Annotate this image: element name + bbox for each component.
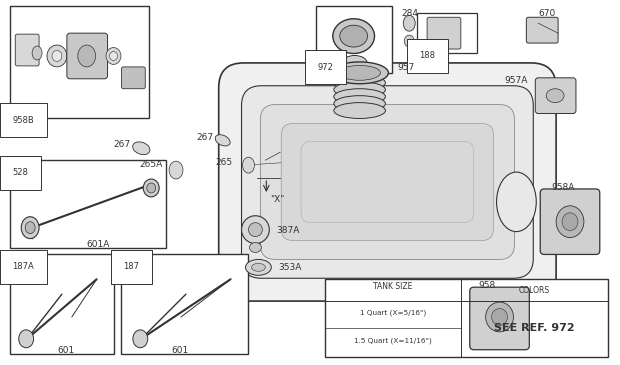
Ellipse shape <box>497 172 536 232</box>
Text: 958A: 958A <box>551 183 575 192</box>
FancyBboxPatch shape <box>535 78 576 114</box>
Ellipse shape <box>342 55 367 70</box>
FancyBboxPatch shape <box>219 63 556 301</box>
Text: 187: 187 <box>123 262 140 272</box>
Ellipse shape <box>106 47 121 64</box>
Bar <box>11 6 149 119</box>
Text: 528: 528 <box>12 168 28 177</box>
Text: 353A: 353A <box>278 264 301 272</box>
FancyBboxPatch shape <box>242 86 533 278</box>
Ellipse shape <box>21 217 39 239</box>
Text: 265A: 265A <box>140 160 162 169</box>
Text: 601A: 601A <box>87 239 110 249</box>
Ellipse shape <box>52 50 62 61</box>
FancyBboxPatch shape <box>260 105 515 260</box>
Ellipse shape <box>19 330 33 348</box>
Bar <box>11 254 113 354</box>
Text: 958: 958 <box>479 281 496 290</box>
Ellipse shape <box>32 46 42 60</box>
Text: 1 Quart (X=5/16"): 1 Quart (X=5/16") <box>360 310 426 316</box>
Bar <box>316 6 392 73</box>
Text: SEE REF. 972: SEE REF. 972 <box>494 323 575 333</box>
FancyBboxPatch shape <box>16 34 39 66</box>
Ellipse shape <box>133 142 150 155</box>
Ellipse shape <box>562 213 578 231</box>
Text: 284: 284 <box>401 9 418 18</box>
Ellipse shape <box>249 242 262 253</box>
Text: 267: 267 <box>196 133 213 142</box>
Text: 387A: 387A <box>277 226 299 235</box>
Ellipse shape <box>252 264 265 271</box>
FancyBboxPatch shape <box>67 33 107 79</box>
Ellipse shape <box>169 161 183 179</box>
Ellipse shape <box>242 216 269 243</box>
Text: TANK SIZE: TANK SIZE <box>373 282 412 291</box>
Ellipse shape <box>246 260 272 275</box>
Text: 265: 265 <box>216 158 233 167</box>
Text: 957A: 957A <box>505 76 528 85</box>
FancyBboxPatch shape <box>540 189 600 254</box>
Text: 957: 957 <box>397 63 415 72</box>
FancyBboxPatch shape <box>427 17 461 49</box>
Ellipse shape <box>331 62 388 84</box>
Ellipse shape <box>334 96 386 112</box>
Text: 187A: 187A <box>12 262 34 272</box>
Ellipse shape <box>334 103 386 119</box>
Ellipse shape <box>556 206 584 238</box>
Ellipse shape <box>546 89 564 103</box>
Bar <box>11 160 166 247</box>
Ellipse shape <box>143 179 159 197</box>
Text: 972: 972 <box>318 63 334 72</box>
Ellipse shape <box>403 15 415 31</box>
Ellipse shape <box>147 183 156 193</box>
FancyBboxPatch shape <box>526 17 558 43</box>
FancyBboxPatch shape <box>122 67 145 89</box>
Text: 188: 188 <box>419 51 435 60</box>
Ellipse shape <box>47 45 67 67</box>
Ellipse shape <box>25 222 35 234</box>
Ellipse shape <box>249 223 262 237</box>
Ellipse shape <box>133 330 148 348</box>
Ellipse shape <box>334 89 386 105</box>
Ellipse shape <box>485 302 513 332</box>
FancyBboxPatch shape <box>470 287 529 350</box>
Bar <box>417 13 477 53</box>
Ellipse shape <box>110 51 117 61</box>
Text: 267: 267 <box>113 140 131 149</box>
Ellipse shape <box>215 135 230 146</box>
Text: 958B: 958B <box>12 115 34 124</box>
Ellipse shape <box>334 82 386 98</box>
Ellipse shape <box>339 65 381 80</box>
Ellipse shape <box>340 25 368 47</box>
Text: 670: 670 <box>538 9 556 18</box>
Bar <box>122 254 249 354</box>
Text: 601: 601 <box>171 346 188 355</box>
Text: COLORS: COLORS <box>518 286 550 295</box>
Text: 1.5 Quart (X=11/16"): 1.5 Quart (X=11/16") <box>354 338 432 344</box>
Ellipse shape <box>78 45 95 67</box>
Ellipse shape <box>404 35 414 47</box>
Bar <box>325 279 608 357</box>
Ellipse shape <box>492 308 508 326</box>
Text: "X": "X" <box>270 195 285 204</box>
Text: eReplacementParts.com: eReplacementParts.com <box>320 195 439 205</box>
Ellipse shape <box>333 19 374 54</box>
FancyBboxPatch shape <box>281 123 494 241</box>
Ellipse shape <box>334 75 386 91</box>
Ellipse shape <box>242 157 254 173</box>
Text: 601: 601 <box>57 346 74 355</box>
